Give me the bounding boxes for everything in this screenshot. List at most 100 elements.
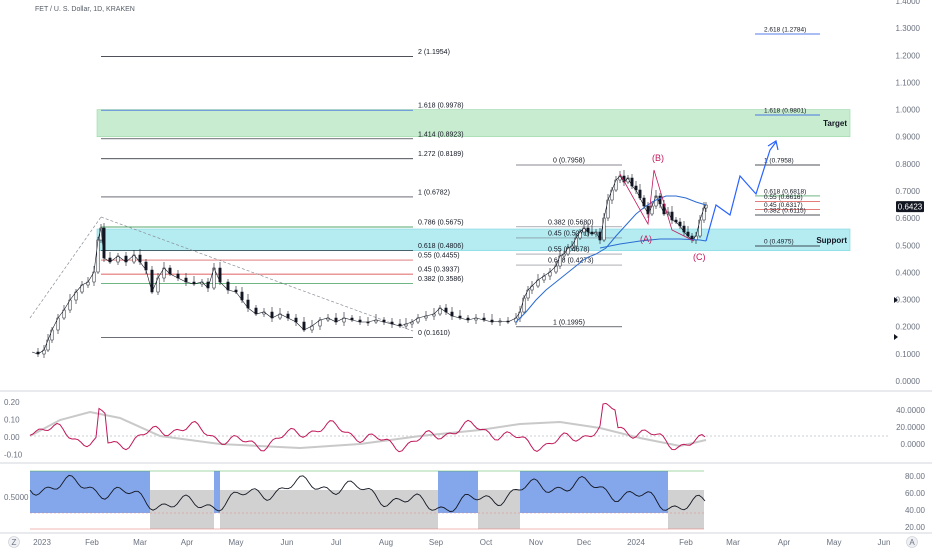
chart-header: FET / U. S. Dollar, 1D, KRAKEN (35, 6, 135, 13)
osc1-right-tick: 20.0000 (896, 423, 925, 432)
arrow-marker-icon (894, 297, 898, 303)
time-axis-tick: Oct (480, 538, 493, 547)
fib-left-label: 0.45 (0.3937) (418, 267, 460, 274)
price-axis-tick: 0.3000 (896, 296, 921, 305)
osc2-right-tick: 40.00 (905, 506, 926, 515)
zoom-icon (8, 536, 20, 548)
projection-path (705, 141, 777, 242)
wave-label: (C) (693, 252, 706, 262)
osc2-right-tick: 60.00 (905, 489, 926, 498)
time-axis-tick: Feb (679, 538, 693, 547)
price-axis-tick: 0.7000 (896, 187, 921, 196)
fib-right-label: 1.618 (0.9801) (764, 108, 806, 115)
time-axis-tick: May (826, 538, 841, 547)
osc1-left-tick: 0.10 (4, 416, 20, 425)
time-axis-tick: 2023 (33, 538, 51, 547)
fib-left-label: 0.786 (0.5675) (418, 219, 464, 226)
osc2-right-tick: 20.00 (905, 523, 926, 532)
time-axis-tick: Feb (85, 538, 99, 547)
time-axis-tick: Aug (379, 538, 393, 547)
fib-left-label: 1 (0.6782) (418, 189, 450, 196)
zone-label-target: Target (823, 119, 847, 128)
osc2-zone-blue (214, 471, 220, 513)
wave-lines (619, 169, 695, 242)
fib-left-label: 1.272 (0.8189) (418, 151, 464, 158)
osc2-line (29, 474, 706, 512)
time-axis-tick: Mar (726, 538, 740, 547)
price-axis-tick: 1.4000 (896, 0, 921, 6)
osc1-right-tick: 40.0000 (896, 406, 925, 415)
dashed-trendline (29, 216, 102, 319)
wave-label: (A) (640, 234, 652, 244)
price-axis-tick: 0.9000 (896, 133, 921, 142)
time-axis-tick: Mar (133, 538, 147, 547)
price-axis-tick: 0.8000 (896, 160, 921, 169)
fib-left-label: 1.414 (0.8923) (418, 131, 464, 138)
price-axis-tick: 0.0000 (896, 377, 921, 386)
time-axis-tick: Dec (577, 538, 591, 547)
time-axis-tick: Apr (778, 538, 791, 547)
osc2-zone-blue (30, 471, 150, 513)
dashed-trendline (100, 216, 414, 332)
price-axis-tick: 1.1000 (896, 78, 921, 87)
fib-left-label: 0 (0.1610) (418, 330, 450, 337)
last-price-badge (896, 201, 924, 213)
price-axis-tick: 0.1000 (896, 350, 921, 359)
price-axis-tick: 0.2000 (896, 323, 921, 332)
fib-right-label: 0.55 (0.6616) (764, 194, 803, 201)
fib-left-label: 0.618 (0.4806) (418, 243, 464, 250)
time-axis-tick: Jun (878, 538, 891, 547)
fib-left-label: 0.382 (0.3586) (418, 276, 464, 283)
zoom-label: Z (12, 538, 17, 547)
osc1-left-tick: 0.00 (4, 433, 20, 442)
time-axis-tick: Jun (281, 538, 294, 547)
candle-body (102, 227, 106, 259)
osc2-zone-blue (520, 471, 668, 513)
arrow-marker-icon (894, 334, 898, 340)
fib-right-label: 0 (0.4975) (764, 239, 794, 246)
fib-mid-label: 0 (0.7958) (553, 157, 585, 164)
osc2-left-tick: 0.5000 (4, 493, 29, 502)
fib-mid-label: 0.382 (0.5680) (548, 219, 594, 226)
osc2-zone-gray (220, 490, 438, 529)
osc1-left-tick: -0.10 (4, 451, 23, 460)
fib-right-label: 2.618 (1.2784) (764, 27, 806, 34)
fib-left-label: 1.618 (0.9978) (418, 103, 464, 110)
osc1-right-tick: 0.0000 (901, 440, 926, 449)
fib-left-label: 0.55 (0.4455) (418, 253, 460, 260)
osc2-zone-gray (668, 490, 704, 529)
price-axis-tick: 0.4000 (896, 268, 921, 277)
autoscale-icon (906, 536, 918, 548)
fib-right-label: 0.382 (0.6115) (764, 208, 806, 215)
osc2-zone-blue (438, 471, 478, 513)
projection-arrowhead (767, 140, 779, 151)
osc2-zone-gray (478, 490, 520, 529)
moving-average-line (515, 195, 707, 323)
price-axis-tick: 0.6000 (896, 214, 921, 223)
time-axis-tick: May (228, 538, 243, 547)
fib-right-label: 0.618 (0.6818) (764, 189, 806, 196)
price-axis-tick: 1.2000 (896, 51, 921, 60)
fib-mid-label: 0.618 (0.4273) (548, 258, 594, 265)
zone-target (96, 109, 851, 138)
price-axis-tick: 1.3000 (896, 24, 921, 33)
wave-label: (B) (652, 153, 664, 163)
price-axis-tick: 0.5000 (896, 241, 921, 250)
price-axis-tick: 1.0000 (896, 106, 921, 115)
support-curve (599, 238, 707, 249)
osc2-right-tick: 80.00 (905, 472, 926, 481)
fib-mid-label: 1 (0.1995) (553, 319, 585, 326)
last-price-label: 0.6423 (898, 203, 923, 212)
fib-left-label: 2 (1.1954) (418, 49, 450, 56)
time-axis-tick: Sep (429, 538, 444, 547)
time-axis-tick: Nov (529, 538, 543, 547)
price-line (31, 175, 707, 355)
fib-right-label: 1 (0.7958) (764, 158, 794, 165)
time-axis-tick: 2024 (627, 538, 645, 547)
fib-mid-label: 0.45 (0.5271) (548, 230, 590, 237)
osc2-zone-gray (150, 490, 214, 529)
osc1-left-tick: 0.20 (4, 398, 20, 407)
time-axis-tick: Apr (181, 538, 194, 547)
zone-label-support: Support (816, 236, 847, 245)
